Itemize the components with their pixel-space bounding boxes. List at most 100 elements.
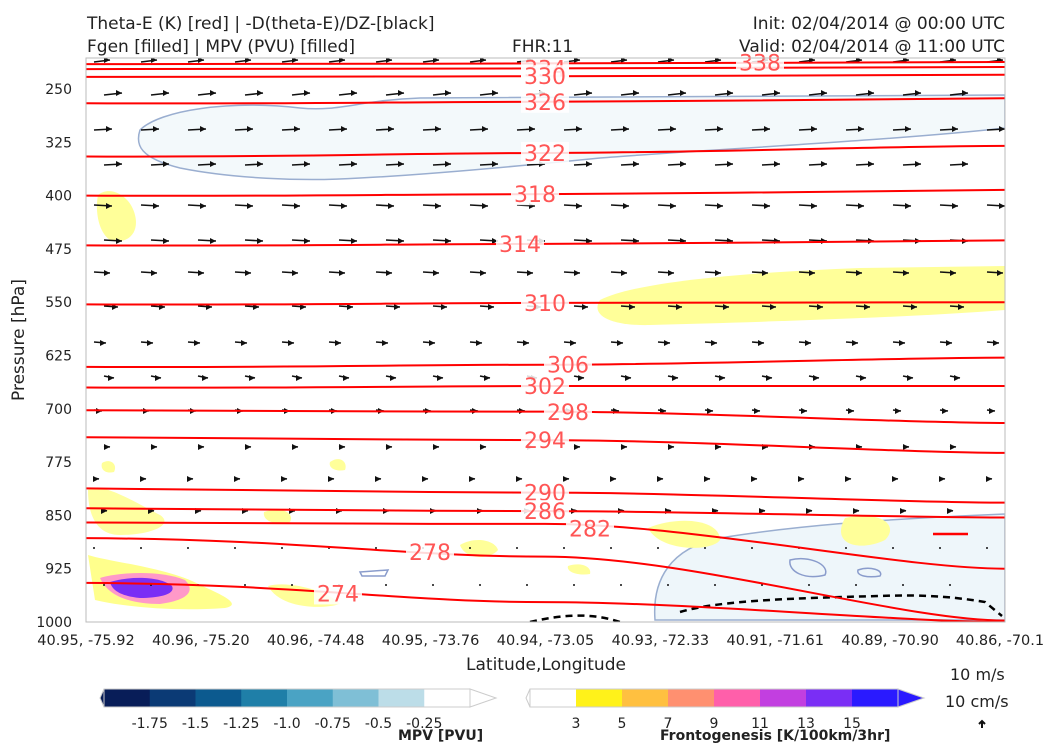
fgen-colorbar-swatch [714, 689, 761, 707]
wind-arrow [657, 547, 659, 549]
wind-arrow-head [715, 444, 721, 450]
wind-arrow-head [868, 161, 874, 167]
wind-arrow-head [672, 375, 678, 381]
wind-arrow-head [574, 58, 580, 63]
wind-arrow-head [717, 126, 723, 132]
wind-arrow-head [952, 126, 958, 132]
fgen-colorbar-swatch [852, 689, 899, 707]
wind-arrow-head [629, 304, 635, 310]
wind-arrow-head [386, 444, 392, 450]
wind-arrow-head [621, 58, 627, 63]
x-tick-label: 40.96, -74.48 [267, 633, 364, 649]
wind-arrow-head [480, 58, 486, 63]
mpv-colorbar-tick: -1.5 [182, 716, 209, 732]
wind-arrow-head [469, 476, 475, 482]
wind-arrow-head [905, 126, 911, 132]
wind-arrow-head [422, 476, 428, 482]
fgen-colorbar-tick: 11 [751, 716, 769, 732]
wind-arrow-head [942, 408, 948, 414]
wind-arrow-head [516, 476, 522, 482]
wind-arrow-head [707, 408, 713, 414]
contour-label-326: 326 [524, 91, 566, 116]
y-tick-label: 925 [45, 562, 72, 578]
wind-arrow-head [153, 126, 159, 132]
contour-label-bg [736, 51, 784, 74]
wind-arrow [244, 584, 246, 586]
wind-arrow [291, 584, 293, 586]
wind-arrow [667, 584, 669, 586]
wind-arrow-head [300, 304, 306, 310]
wind-arrow-head [245, 444, 251, 450]
wind-arrow-head [809, 270, 815, 276]
wind-arrow-head [341, 126, 347, 132]
wind-arrow-head [398, 90, 404, 96]
contour-label-298: 298 [547, 401, 589, 426]
theta-e-contour-278 [86, 537, 1005, 622]
wind-arrow-head [625, 375, 631, 381]
wind-arrow-head [429, 340, 435, 346]
wind-arrow-head [858, 203, 864, 209]
mpv-region-upper [137, 94, 1005, 181]
theta-e-contour-314 [86, 239, 1005, 247]
wind-arrow [892, 547, 894, 549]
mpv-colorbar-swatch [195, 689, 242, 707]
wind-arrow-head [433, 58, 439, 63]
wind-arrow-head [433, 270, 439, 276]
wind-arrow-head [106, 203, 112, 209]
wind-arrow-head [257, 238, 263, 244]
fgen-colorbar-label: Frontogenesis [K/100km/3hr] [660, 728, 891, 744]
contour-label-278: 278 [409, 541, 451, 566]
wind-arrow-head [210, 161, 216, 167]
wind-arrow-head [435, 203, 441, 209]
wind-arrow [432, 584, 434, 586]
wind-arrow-head [476, 340, 482, 346]
contour-label-bg [511, 183, 559, 206]
wind-arrow-head [328, 476, 334, 482]
wind-arrow-head [801, 408, 807, 414]
wind-arrow-head [234, 476, 240, 482]
wind-arrow-head [386, 58, 392, 63]
wind-arrow-head [623, 203, 629, 209]
wind-arrow-head [292, 444, 298, 450]
wind-arrow-head [715, 58, 721, 63]
wind-arrow-head [198, 58, 204, 63]
wind-arrow-head [586, 161, 592, 167]
mpv-colorbar-tick: -0.75 [315, 716, 351, 732]
wind-arrow-head [903, 270, 909, 276]
wind-arrow-head [892, 476, 898, 482]
wind-arrow [949, 584, 951, 586]
wind-arrow [385, 584, 387, 586]
wind-arrow-head [247, 203, 253, 209]
wind-arrow-head [492, 161, 498, 167]
mpv-loop-1 [358, 569, 390, 577]
wind-arrow-head [952, 203, 958, 209]
wind-arrow-head [104, 444, 110, 450]
wind-arrow-head [798, 476, 804, 482]
y-tick-label: 400 [45, 189, 72, 205]
wind-arrow-head [492, 238, 498, 244]
wind-arrow-head [304, 238, 310, 244]
fgen-region-east [648, 520, 720, 548]
wind-arrow-head [989, 408, 995, 414]
fgen-region-400 [96, 191, 136, 242]
wind-arrow-head [806, 508, 812, 514]
wind-arrow-head [905, 203, 911, 209]
wind-arrow-head [151, 270, 157, 276]
wind-arrow-head [864, 304, 870, 310]
x-tick-label: 40.86, -70.1 [956, 633, 1044, 649]
wind-arrow-head [116, 238, 122, 244]
wind-arrow-head [939, 476, 945, 482]
wind-arrow-head [621, 270, 627, 276]
theta-e-contour-282 [86, 521, 1005, 570]
contour-label-338: 338 [739, 52, 781, 77]
wind-arrow-head [986, 476, 992, 482]
fgen-colorbar-tick: 3 [572, 716, 581, 732]
wind-arrow-head [574, 444, 580, 450]
chart-title-line2: Fgen [filled] | MPV (PVU) [filled] [87, 37, 356, 57]
wind-arrow-head [116, 161, 122, 167]
wind-arrow-head [163, 90, 169, 96]
wind-arrow-head [304, 90, 310, 96]
wind-arrow-head [868, 90, 874, 96]
x-tick-label: 40.95, -75.92 [37, 633, 134, 649]
wind-arrow-head [210, 90, 216, 96]
